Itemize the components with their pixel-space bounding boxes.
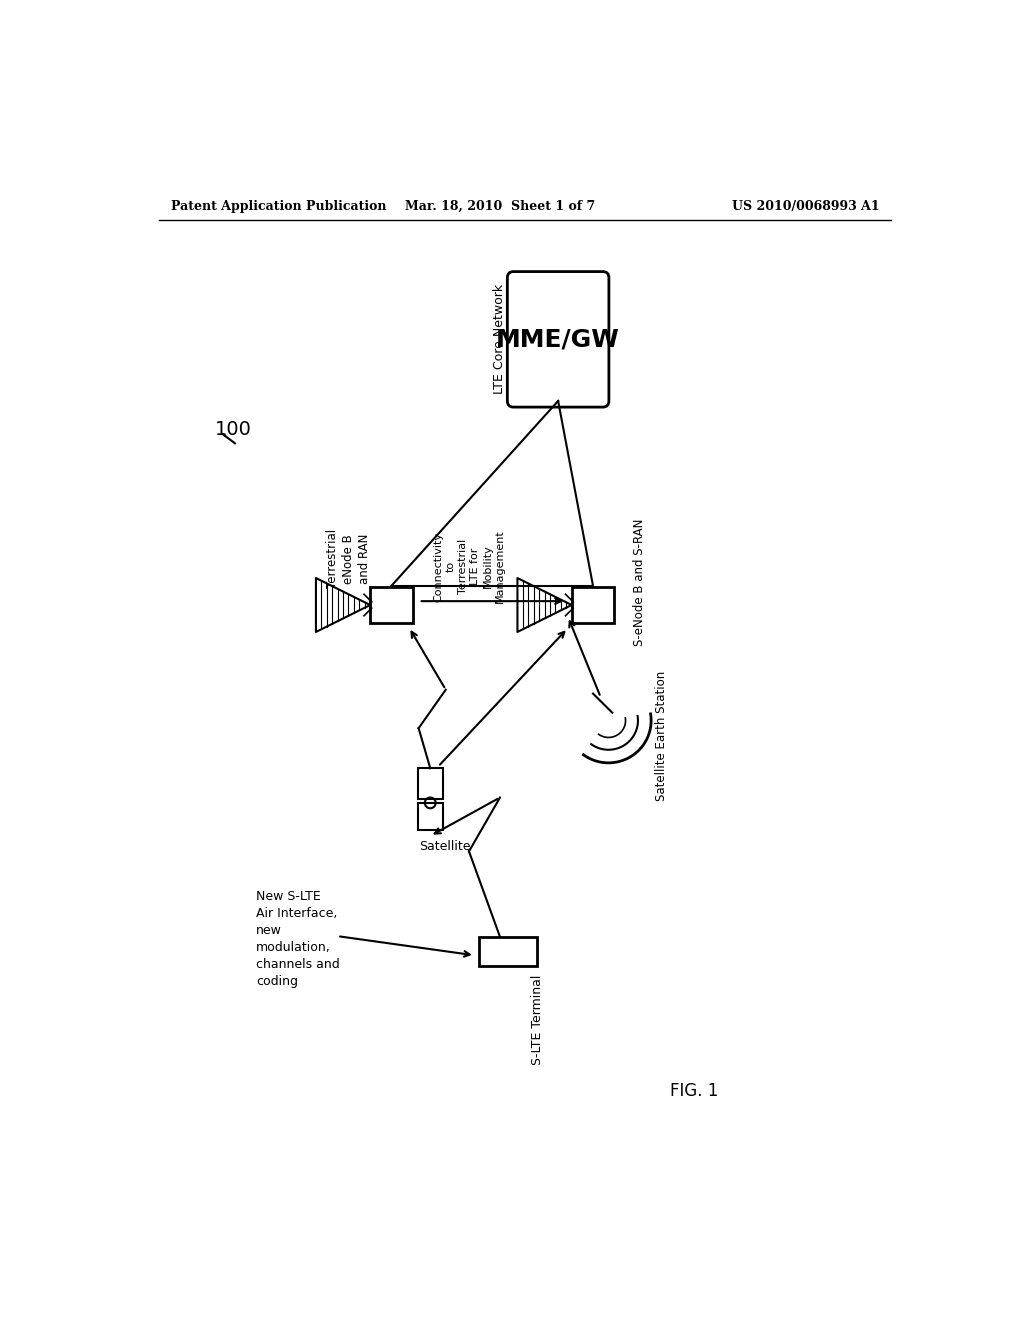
FancyBboxPatch shape [507, 272, 609, 407]
Text: Connectivity
to
Terrestrial
LTE for
Mobility
Management: Connectivity to Terrestrial LTE for Mobi… [433, 529, 505, 603]
Text: Terrestrial
eNode B
and RAN: Terrestrial eNode B and RAN [327, 529, 372, 589]
Text: Satellite: Satellite [419, 840, 470, 853]
Text: 100: 100 [215, 420, 252, 440]
Bar [418, 768, 442, 799]
Text: New S-LTE
Air Interface,
new
modulation,
channels and
coding: New S-LTE Air Interface, new modulation,… [256, 890, 340, 987]
Text: Patent Application Publication: Patent Application Publication [171, 199, 386, 213]
Text: S-LTE Terminal: S-LTE Terminal [531, 974, 544, 1065]
Bar [418, 803, 442, 830]
Text: US 2010/0068993 A1: US 2010/0068993 A1 [732, 199, 880, 213]
Bar [571, 586, 614, 623]
Text: LTE Core Network: LTE Core Network [494, 284, 506, 395]
Bar [371, 586, 413, 623]
Text: FIG. 1: FIG. 1 [671, 1082, 719, 1101]
Bar [478, 937, 537, 966]
Text: Satellite Earth Station: Satellite Earth Station [654, 671, 668, 801]
Text: Mar. 18, 2010  Sheet 1 of 7: Mar. 18, 2010 Sheet 1 of 7 [404, 199, 595, 213]
Text: MME/GW: MME/GW [497, 327, 621, 351]
Text: S-eNode B and S-RAN: S-eNode B and S-RAN [633, 519, 646, 645]
